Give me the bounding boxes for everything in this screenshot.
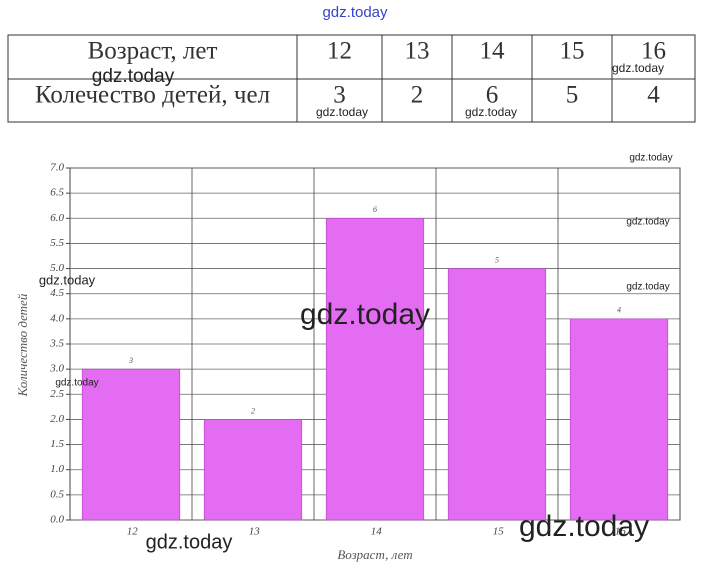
watermark: gdz.today: [316, 105, 368, 119]
table-cell: 15: [560, 38, 585, 65]
bar: [569, 318, 669, 521]
y-tick-label: 3.0: [49, 363, 64, 375]
x-tick-label: 14: [371, 526, 383, 538]
watermark: gdz.today: [612, 61, 664, 75]
y-tick-label: 6.5: [50, 187, 64, 199]
table-cell: 4: [647, 82, 660, 109]
value-label: 5: [495, 255, 499, 264]
bar: [203, 419, 303, 521]
x-tick-label: 12: [127, 526, 139, 538]
y-tick-label: 7.0: [50, 162, 64, 174]
y-tick-label: 5.5: [50, 237, 64, 249]
bar: [325, 217, 425, 521]
y-tick-label: 4.5: [50, 287, 64, 299]
y-tick-label: 4.0: [50, 312, 64, 324]
y-axis-label: Количество детей: [15, 293, 30, 397]
watermark: gdz.today: [300, 298, 430, 331]
table-cell: 2: [411, 82, 424, 109]
watermark: gdz.today: [626, 282, 669, 293]
x-tick-label: 13: [249, 526, 261, 538]
watermark: gdz.today: [465, 105, 517, 119]
table-cell: 16: [641, 38, 666, 65]
table-cell: 13: [405, 38, 430, 65]
table-cell: 14: [480, 38, 506, 65]
table-cell: Возраст, лет: [88, 38, 218, 65]
y-tick-label: 1.0: [50, 463, 64, 475]
y-tick-label: 0.5: [50, 488, 64, 500]
bar: [81, 368, 181, 521]
y-tick-label: 2.5: [50, 388, 64, 400]
y-tick-label: 5.0: [50, 262, 64, 274]
watermark: gdz.today: [55, 378, 98, 389]
y-tick-label: 1.5: [50, 438, 64, 450]
y-tick-label: 0.0: [50, 514, 64, 526]
y-tick-label: 2.0: [50, 413, 64, 425]
table-cell: Колечество детей, чел: [35, 82, 270, 109]
x-axis-label: Возраст, лет: [337, 547, 412, 562]
table-cell: 6: [486, 82, 499, 109]
value-label: 6: [373, 205, 377, 214]
watermark: gdz.today: [626, 217, 669, 228]
watermark: gdz.today: [629, 153, 672, 164]
value-label: 3: [128, 356, 133, 365]
table-cell: 5: [566, 82, 579, 109]
watermark: gdz.today: [146, 531, 233, 553]
watermark: gdz.today: [519, 510, 649, 543]
x-tick-label: 16: [615, 526, 627, 538]
x-tick-label: 15: [493, 526, 505, 538]
y-tick-label: 6.0: [50, 212, 64, 224]
y-tick-label: 3.5: [49, 338, 64, 350]
table-cell: 3: [333, 82, 346, 109]
watermark: gdz.today: [322, 4, 388, 21]
value-label: 2: [251, 406, 255, 415]
value-label: 4: [617, 306, 621, 315]
watermark: gdz.today: [92, 66, 175, 87]
table: [7, 34, 696, 123]
bar: [447, 268, 547, 521]
table-cell: 12: [327, 38, 352, 65]
watermark: gdz.today: [39, 272, 96, 287]
